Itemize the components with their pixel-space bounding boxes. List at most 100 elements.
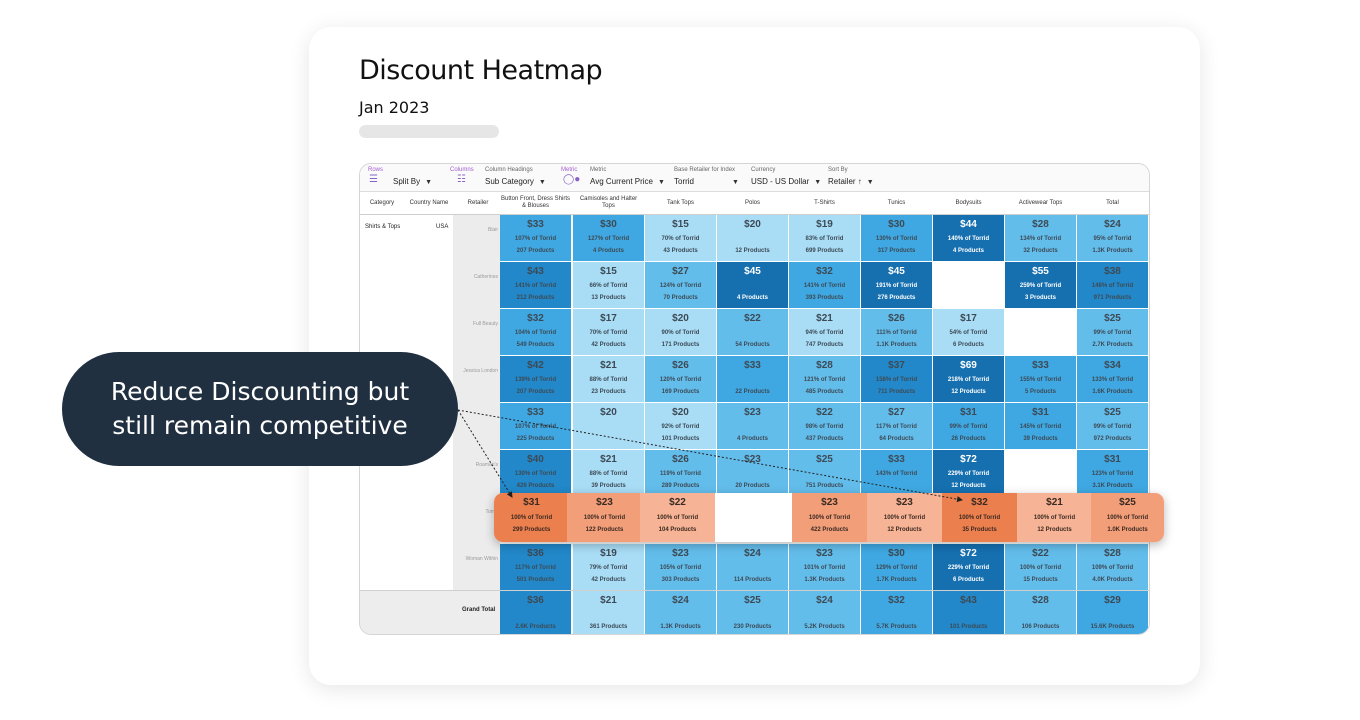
- heatmap-cell[interactable]: $15 66% of Torrid 13 Products: [573, 262, 644, 308]
- heatmap-cell[interactable]: $43 141% of Torrid 212 Products: [500, 262, 571, 308]
- metric-select[interactable]: Avg Current Price ▼: [590, 177, 665, 186]
- cell-count: 20 Products: [735, 483, 770, 489]
- heatmap-cell[interactable]: $17 54% of Torrid 6 Products: [933, 309, 1004, 355]
- grand-total-cell[interactable]: $24 1.3K Products: [645, 591, 716, 634]
- heatmap-cell[interactable]: $23 20 Products: [717, 450, 788, 496]
- highlight-cell[interactable]: $23 100% of Torrid 12 Products: [867, 493, 942, 542]
- column-header[interactable]: Camisoles and Halter Tops: [579, 196, 638, 209]
- heatmap-cell[interactable]: $26 119% of Torrid 289 Products: [645, 450, 716, 496]
- grand-total-cell[interactable]: $29 15.6K Products: [1077, 591, 1148, 634]
- metric-toggle-icon[interactable]: ◯●: [563, 174, 581, 185]
- heatmap-cell[interactable]: $19 83% of Torrid 699 Products: [789, 215, 860, 261]
- highlighted-row-torrid[interactable]: $31 100% of Torrid 299 Products $23 100% of …: [494, 493, 1164, 542]
- highlight-cell[interactable]: $21 100% of Torrid 12 Products: [1017, 493, 1092, 542]
- cell-count: 22 Products: [735, 389, 770, 395]
- heatmap-cell[interactable]: $32 104% of Torrid 549 Products: [500, 309, 571, 355]
- heatmap-cell[interactable]: $28 109% of Torrid 4.0K Products: [1077, 544, 1148, 590]
- heatmap-cell[interactable]: $19 79% of Torrid 42 Products: [573, 544, 644, 590]
- heatmap-cell[interactable]: $44 140% of Torrid 4 Products: [933, 215, 1004, 261]
- heatmap-cell[interactable]: $17 70% of Torrid 42 Products: [573, 309, 644, 355]
- heatmap-cell[interactable]: $23 105% of Torrid 303 Products: [645, 544, 716, 590]
- heatmap-cell[interactable]: $37 158% of Torrid 711 Products: [861, 356, 932, 402]
- heatmap-cell[interactable]: $25 99% of Torrid 2.7K Products: [1077, 309, 1148, 355]
- heatmap-cell[interactable]: $23 101% of Torrid 1.3K Products: [789, 544, 860, 590]
- column-header[interactable]: T-Shirts: [814, 199, 835, 206]
- heatmap-cell[interactable]: $15 70% of Torrid 43 Products: [645, 215, 716, 261]
- heatmap-cell[interactable]: $25 751 Products: [789, 450, 860, 496]
- heatmap-cell[interactable]: $23 4 Products: [717, 403, 788, 449]
- column-header[interactable]: Total: [1106, 199, 1119, 206]
- heatmap-cell[interactable]: $45 4 Products: [717, 262, 788, 308]
- column-header[interactable]: Tank Tops: [667, 199, 694, 206]
- heatmap-cell[interactable]: $26 111% of Torrid 1.1K Products: [861, 309, 932, 355]
- highlight-cell[interactable]: $31 100% of Torrid 299 Products: [494, 493, 569, 542]
- heatmap-cell[interactable]: $28 134% of Torrid 32 Products: [1005, 215, 1076, 261]
- heatmap-cell[interactable]: $32 141% of Torrid 393 Products: [789, 262, 860, 308]
- heatmap-cell[interactable]: $28 121% of Torrid 485 Products: [789, 356, 860, 402]
- cell-value: $33: [527, 219, 544, 230]
- heatmap-cell[interactable]: $33 143% of Torrid: [861, 450, 932, 496]
- column-header[interactable]: Bodysuits: [955, 199, 982, 206]
- heatmap-cell[interactable]: $30 129% of Torrid 1.7K Products: [861, 544, 932, 590]
- heatmap-cell[interactable]: $38 148% of Torrid 971 Products: [1077, 262, 1148, 308]
- grand-total-cell[interactable]: $32 5.7K Products: [861, 591, 932, 634]
- base-retailer-select[interactable]: Torrid ▼: [674, 177, 739, 186]
- grand-total-cell[interactable]: $43 101 Products: [933, 591, 1004, 634]
- heatmap-cell[interactable]: $20 12 Products: [717, 215, 788, 261]
- heatmap-cell[interactable]: $21 88% of Torrid 23 Products: [573, 356, 644, 402]
- highlight-cell[interactable]: $22 100% of Torrid 104 Products: [640, 493, 715, 542]
- grand-total-cell[interactable]: $25 230 Products: [717, 591, 788, 634]
- heatmap-cell[interactable]: $34 133% of Torrid 1.6K Products: [1077, 356, 1148, 402]
- grand-total-cell[interactable]: $28 106 Products: [1005, 591, 1076, 634]
- heatmap-cell[interactable]: $30 130% of Torrid 317 Products: [861, 215, 932, 261]
- heatmap-cell[interactable]: $20 90% of Torrid 171 Products: [645, 309, 716, 355]
- heatmap-cell[interactable]: $33 107% of Torrid 207 Products: [500, 215, 571, 261]
- heatmap-cell[interactable]: $31 145% of Torrid 39 Products: [1005, 403, 1076, 449]
- heatmap-cell[interactable]: $21 94% of Torrid 747 Products: [789, 309, 860, 355]
- heatmap-cell[interactable]: $22 98% of Torrid 437 Products: [789, 403, 860, 449]
- heatmap-cell[interactable]: $45 191% of Torrid 276 Products: [861, 262, 932, 308]
- heatmap-cell[interactable]: $36 117% of Torrid 501 Products: [500, 544, 571, 590]
- highlight-cell[interactable]: $32 100% of Torrid 35 Products: [942, 493, 1017, 542]
- category-header[interactable]: Category: [369, 199, 395, 206]
- column-header[interactable]: Polos: [744, 199, 760, 206]
- heatmap-cell[interactable]: $33 22 Products: [717, 356, 788, 402]
- highlight-cell[interactable]: $23 100% of Torrid 122 Products: [567, 493, 642, 542]
- heatmap-cell[interactable]: $24 114 Products: [717, 544, 788, 590]
- heatmap-cell[interactable]: $31 99% of Torrid 26 Products: [933, 403, 1004, 449]
- heatmap-cell[interactable]: $72 229% of Torrid 12 Products: [933, 450, 1004, 496]
- sort-by-select[interactable]: Retailer ↑ ▼: [828, 177, 874, 186]
- heatmap-cell[interactable]: $24 95% of Torrid 1.3K Products: [1077, 215, 1148, 261]
- heatmap-cell[interactable]: $69 218% of Torrid 12 Products: [933, 356, 1004, 402]
- heatmap-cell[interactable]: $26 120% of Torrid 169 Products: [645, 356, 716, 402]
- column-header[interactable]: Activewear Tops: [1018, 199, 1063, 206]
- grand-total-cell[interactable]: $24 5.2K Products: [789, 591, 860, 634]
- heatmap-cell[interactable]: $25 99% of Torrid 972 Products: [1077, 403, 1148, 449]
- column-headings-select[interactable]: Sub Category ▼: [485, 177, 546, 186]
- heatmap-cell[interactable]: $31 123% of Torrid 3.1K Products: [1077, 450, 1148, 496]
- column-header[interactable]: Tunics: [887, 199, 906, 206]
- country-header[interactable]: Country Name: [409, 199, 449, 206]
- heatmap-cell[interactable]: $20: [573, 403, 644, 449]
- heatmap-cell[interactable]: $30 127% of Torrid 4 Products: [573, 215, 644, 261]
- heatmap-cell[interactable]: $22 100% of Torrid 15 Products: [1005, 544, 1076, 590]
- grand-total-cell[interactable]: $21 361 Products: [573, 591, 644, 634]
- currency-select[interactable]: USD - US Dollar ▼: [751, 177, 822, 186]
- heatmap-cell[interactable]: $72 229% of Torrid 6 Products: [933, 544, 1004, 590]
- heatmap-cell[interactable]: $27 124% of Torrid 70 Products: [645, 262, 716, 308]
- grand-total-cell[interactable]: $36 2.6K Products: [500, 591, 571, 634]
- heatmap-cell[interactable]: $40 130% of Torrid 426 Products: [500, 450, 571, 496]
- highlight-cell[interactable]: $23 100% of Torrid 422 Products: [792, 493, 867, 542]
- highlight-cell[interactable]: $25 100% of Torrid 1.0K Products: [1091, 493, 1164, 542]
- heatmap-cell[interactable]: $33 155% of Torrid 5 Products: [1005, 356, 1076, 402]
- heatmap-cell[interactable]: $33 107% of Torrid 225 Products: [500, 403, 571, 449]
- heatmap-cell[interactable]: $27 117% of Torrid 64 Products: [861, 403, 932, 449]
- column-header[interactable]: Button Front, Dress Shirts & Blouses: [500, 196, 571, 209]
- heatmap-cell[interactable]: $42 139% of Torrid 207 Products: [500, 356, 571, 402]
- heatmap-cell[interactable]: $55 259% of Torrid 3 Products: [1005, 262, 1076, 308]
- heatmap-cell[interactable]: $21 88% of Torrid 39 Products: [573, 450, 644, 496]
- retailer-header[interactable]: Retailer: [467, 199, 489, 206]
- heatmap-cell[interactable]: $22 54 Products: [717, 309, 788, 355]
- rows-select[interactable]: Split By ▼: [393, 177, 433, 186]
- heatmap-cell[interactable]: $20 92% of Torrid 101 Products: [645, 403, 716, 449]
